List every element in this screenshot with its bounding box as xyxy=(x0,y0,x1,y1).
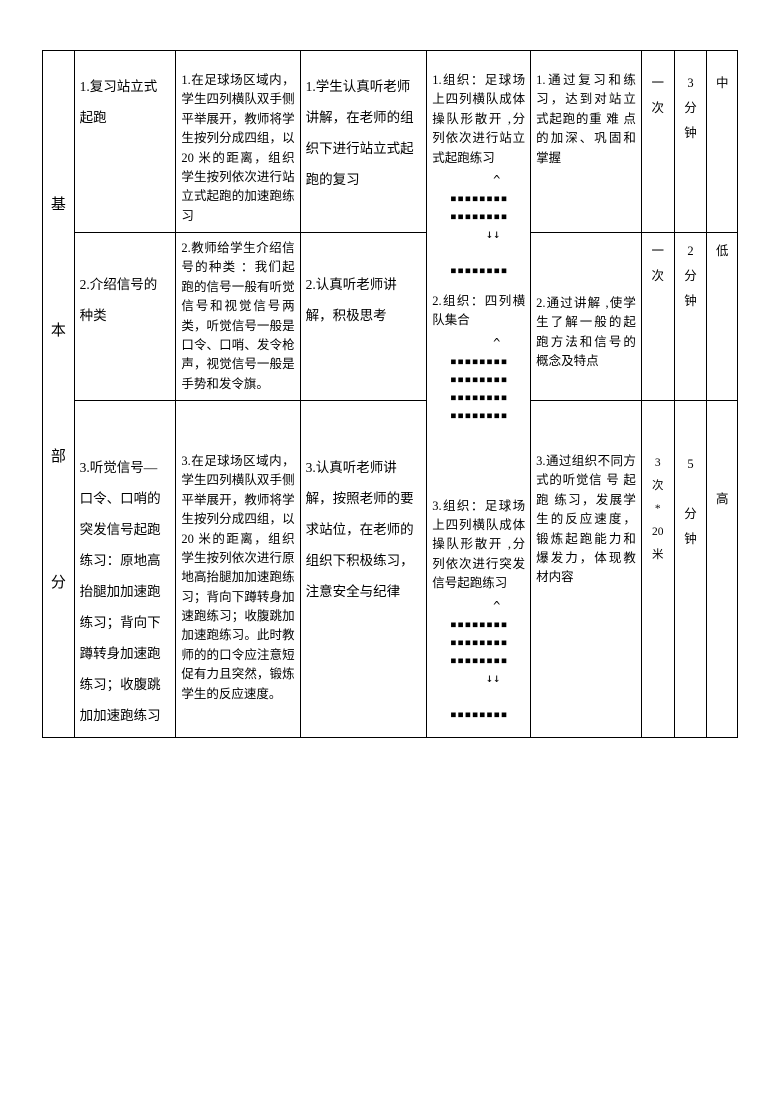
row2-topic: 2.介绍信号的种类 xyxy=(74,233,176,401)
row1-topic: 1.复习站立式起跑 xyxy=(74,51,176,233)
row2-goal: 2.通过讲解 ,使学生了解一般的起跑方法和信号的概念及特点 xyxy=(531,233,642,401)
row1-teacher: 1.在足球场区域内，学生四列横队双手侧平举展开，教师将学生按列分成四组，以 20… xyxy=(176,51,300,233)
row1-student: 1.学生认真听老师讲解，在老师的组织下进行站立式起跑的复习 xyxy=(300,51,427,233)
row2-time: 2分钟 xyxy=(674,233,707,401)
row3-time: 5 分钟 xyxy=(674,401,707,738)
formation-diagram-2: ^▪▪▪▪▪▪▪▪▪▪▪▪▪▪▪▪▪▪▪▪▪▪▪▪▪▪▪▪▪▪▪▪ xyxy=(432,334,525,424)
row3-goal: 3.通过组织不同方式的听觉信 号 起 跑 练习，发展学生的反应速度，锻炼起跑能力… xyxy=(531,401,642,738)
row2-intensity: 低 xyxy=(707,233,738,401)
formation-diagram-1: ^▪▪▪▪▪▪▪▪▪▪▪▪▪▪▪▪ ↓↓ ▪▪▪▪▪▪▪▪ xyxy=(432,171,525,279)
row1-goal: 1.通过复习和练习，达到对站立式起跑的重 难 点 的加深、巩固和掌握 xyxy=(531,51,642,233)
row1-intensity: 中 xyxy=(707,51,738,233)
row3-intensity: 高 xyxy=(707,401,738,738)
row3-topic: 3.听觉信号—口令、口哨的突发信号起跑练习：原地高抬腿加加速跑练习；背向下蹲转身… xyxy=(74,401,176,738)
row3-student: 3.认真听老师讲解，按照老师的要求站位，在老师的组织下积极练习，注意安全与纪律 xyxy=(300,401,427,738)
formation-diagram-3: ^▪▪▪▪▪▪▪▪▪▪▪▪▪▪▪▪▪▪▪▪▪▪▪▪ ↓↓ ▪▪▪▪▪▪▪▪ xyxy=(432,597,525,723)
row1-count: 一次 xyxy=(641,51,674,233)
row1-time: 3分钟 xyxy=(674,51,707,233)
lesson-plan-table: 基 本 部 分 1.复习站立式起跑 1.在足球场区域内，学生四列横队双手侧平举展… xyxy=(42,50,738,738)
row3-teacher: 3.在足球场区域内，学生四列横队双手侧平举展开，教师将学生按列分成四组，以 20… xyxy=(176,401,300,738)
section-label: 基 本 部 分 xyxy=(43,51,75,738)
row2-teacher: 2.教师给学生介绍信号的种类 ：我们起跑的信号一般有听觉信号和视觉信号两类，听觉… xyxy=(176,233,300,401)
row3-count: 3次*20米 xyxy=(641,401,674,738)
organization-column: 1.组织：足球场上四列横队成体操队形散开 ,分列依次进行站立式起跑练习 ^▪▪▪… xyxy=(427,51,531,738)
row2-student: 2.认真听老师讲解，积极思考 xyxy=(300,233,427,401)
row2-count: 一次 xyxy=(641,233,674,401)
